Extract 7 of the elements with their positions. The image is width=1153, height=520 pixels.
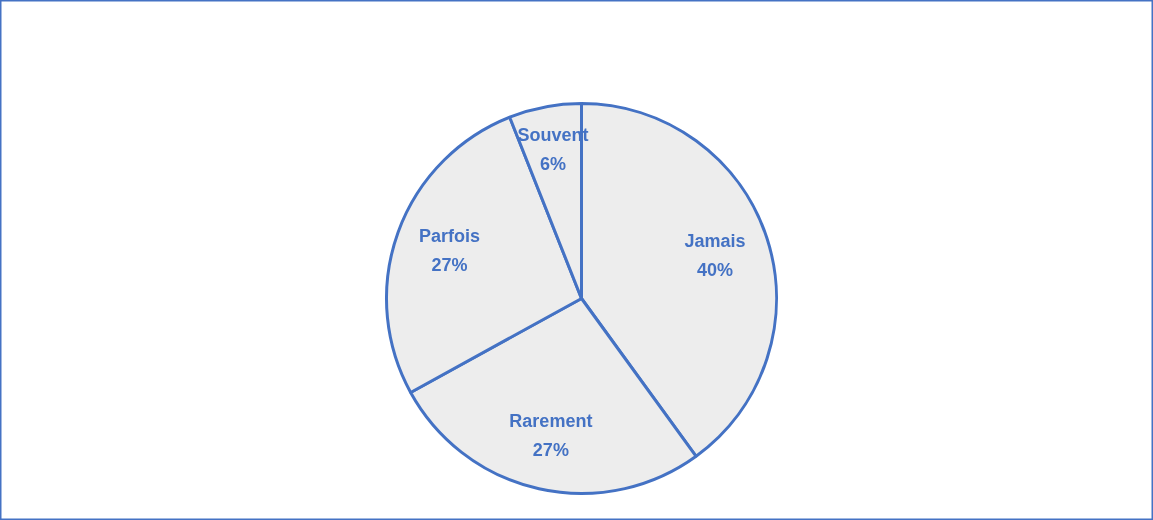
slice-label: Jamais xyxy=(684,230,746,251)
data-label: 27% xyxy=(532,440,569,461)
data-label: 27% xyxy=(431,255,468,276)
slice-label: Rarement xyxy=(509,411,593,432)
data-label: 40% xyxy=(697,259,734,280)
slice-label: Parfois xyxy=(418,226,480,247)
data-label: 6% xyxy=(539,153,567,174)
